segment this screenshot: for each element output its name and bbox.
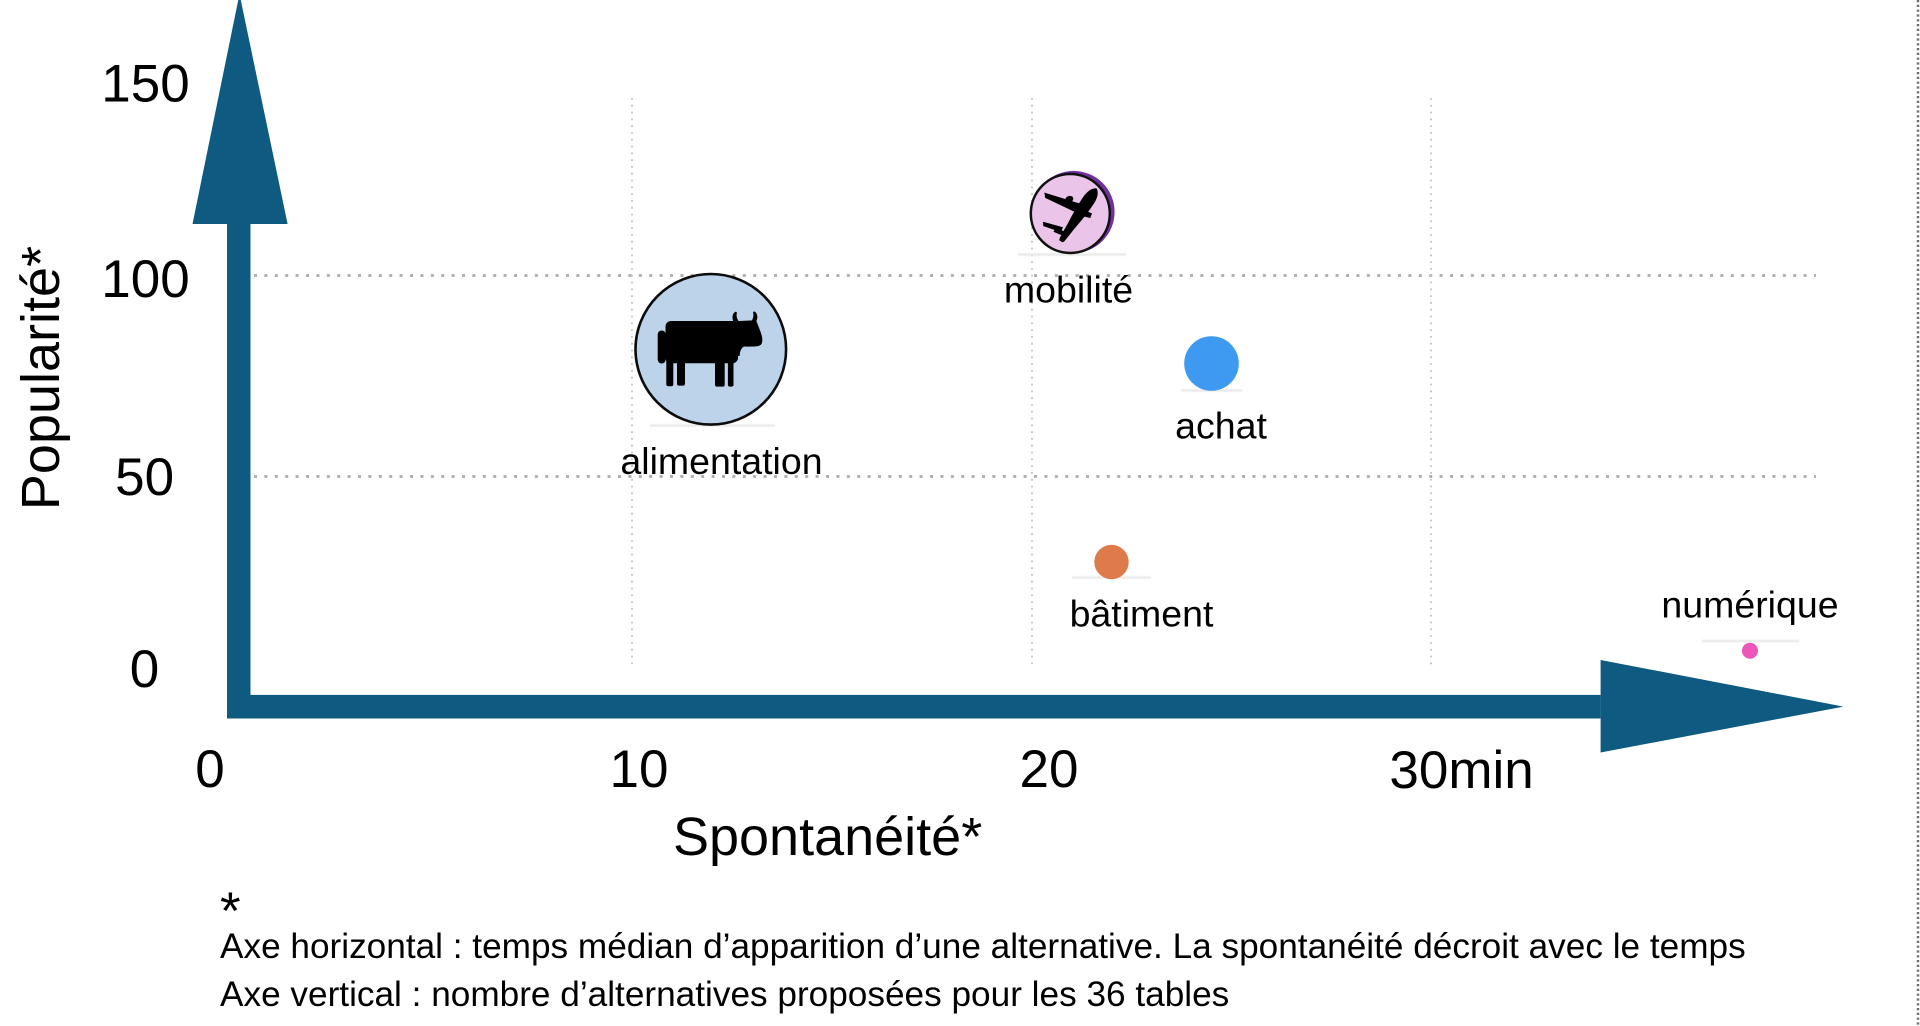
svg-text:20: 20 bbox=[1020, 740, 1079, 799]
svg-text:Popularité*: Popularité* bbox=[11, 246, 71, 510]
svg-text:mobilité: mobilité bbox=[1004, 269, 1133, 311]
svg-text:Axe vertical : nombre d’altern: Axe vertical : nombre d’alternatives pro… bbox=[220, 975, 1229, 1014]
svg-text:30min: 30min bbox=[1389, 741, 1533, 800]
svg-text:bâtiment: bâtiment bbox=[1070, 593, 1214, 635]
svg-text:0: 0 bbox=[195, 740, 224, 799]
svg-text:50: 50 bbox=[115, 448, 174, 507]
svg-text:150: 150 bbox=[101, 55, 189, 114]
svg-text:numérique: numérique bbox=[1661, 584, 1838, 626]
svg-text:10: 10 bbox=[610, 740, 669, 799]
svg-text:*: * bbox=[220, 882, 241, 941]
svg-text:100: 100 bbox=[101, 250, 189, 309]
svg-text:Axe horizontal : temps médian: Axe horizontal : temps médian d’appariti… bbox=[220, 927, 1746, 966]
svg-text:Spontanéité*: Spontanéité* bbox=[673, 807, 982, 867]
svg-text:alimentation: alimentation bbox=[620, 440, 822, 482]
svg-text:achat: achat bbox=[1175, 405, 1267, 447]
svg-text:0: 0 bbox=[130, 640, 159, 699]
